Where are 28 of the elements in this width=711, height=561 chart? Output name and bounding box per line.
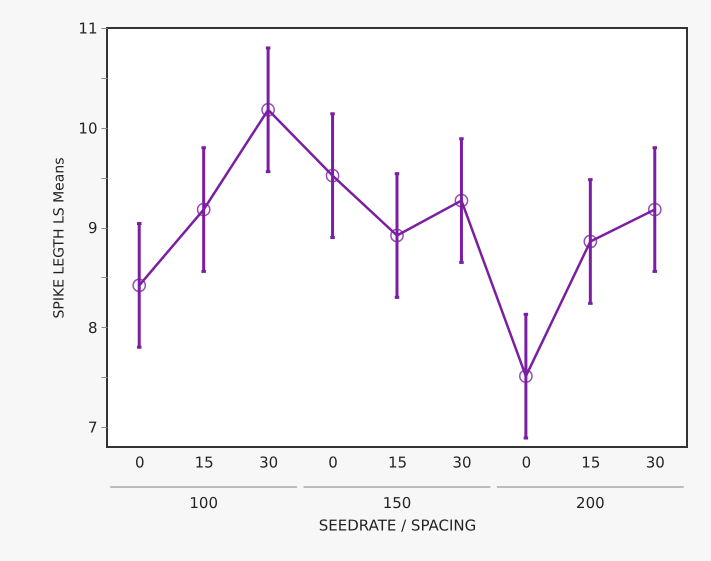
x-tick-label: 0 [522,454,532,472]
x-tick-label: 15 [581,454,600,472]
point [519,369,533,384]
text: 200 [576,494,605,512]
point [454,194,468,208]
y-axis-title: SPIKE LEGTH LS Means [51,157,68,319]
point [132,278,146,292]
text: 150 [382,494,412,512]
x-tick-label: 0 [134,454,144,472]
x-axis-title: SEEDRATE / SPACING [318,516,476,534]
x-tick-label: 15 [388,454,408,472]
x-tick-label: 0 [328,454,338,472]
y-tick-label: 8 [88,318,98,337]
x-tick-label: 30 [259,454,278,472]
point [261,102,275,117]
x-tick-label: 30 [452,454,472,472]
y-tick-label: 7 [88,418,98,437]
y-tick-label: 11 [78,20,98,38]
x-tick-label: 30 [646,454,665,472]
point [648,202,662,216]
point [583,234,598,248]
point [390,228,404,242]
point [326,168,340,183]
text: 100 [189,494,218,512]
y-tick-label: 10 [78,119,98,138]
y-tick-label: 9 [88,219,98,238]
x-tick-label: 15 [194,454,214,472]
point [196,202,211,216]
